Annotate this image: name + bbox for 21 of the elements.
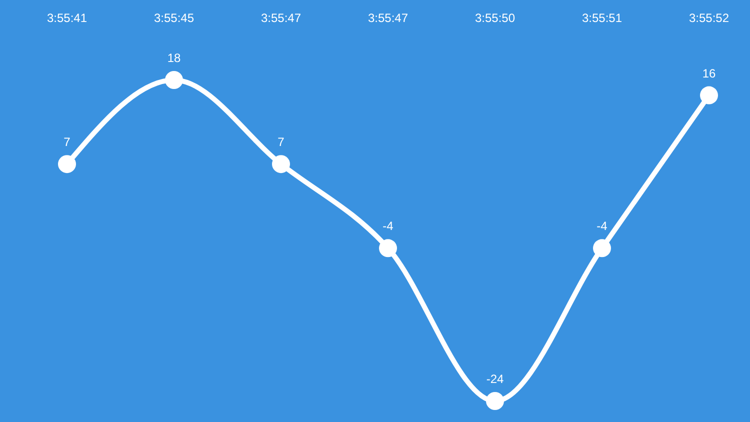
point	[593, 239, 611, 258]
data-label: 7	[278, 135, 285, 150]
x-tick-label: 3:55:52	[688, 11, 730, 25]
data-label: 16	[702, 66, 716, 80]
x-tick-label: 3:55:47	[368, 11, 408, 25]
x-tick-label: 3:55:47	[260, 11, 302, 25]
x-tick-label: 3:55:51	[582, 11, 622, 25]
point	[165, 71, 183, 89]
data-label: -4	[596, 219, 608, 234]
point	[272, 155, 290, 174]
point	[486, 392, 504, 410]
x-tick-label: 3:55:50	[474, 11, 516, 25]
data-label: 18	[167, 51, 181, 65]
data-label: -24	[486, 372, 504, 386]
x-tick-label: 3:55:45	[154, 11, 194, 25]
x-tick-label: 3:55:41	[46, 11, 88, 25]
point	[58, 155, 76, 174]
point	[700, 86, 718, 104]
data-label: 7	[64, 135, 71, 150]
data-label: -4	[382, 219, 394, 234]
point	[379, 239, 397, 258]
